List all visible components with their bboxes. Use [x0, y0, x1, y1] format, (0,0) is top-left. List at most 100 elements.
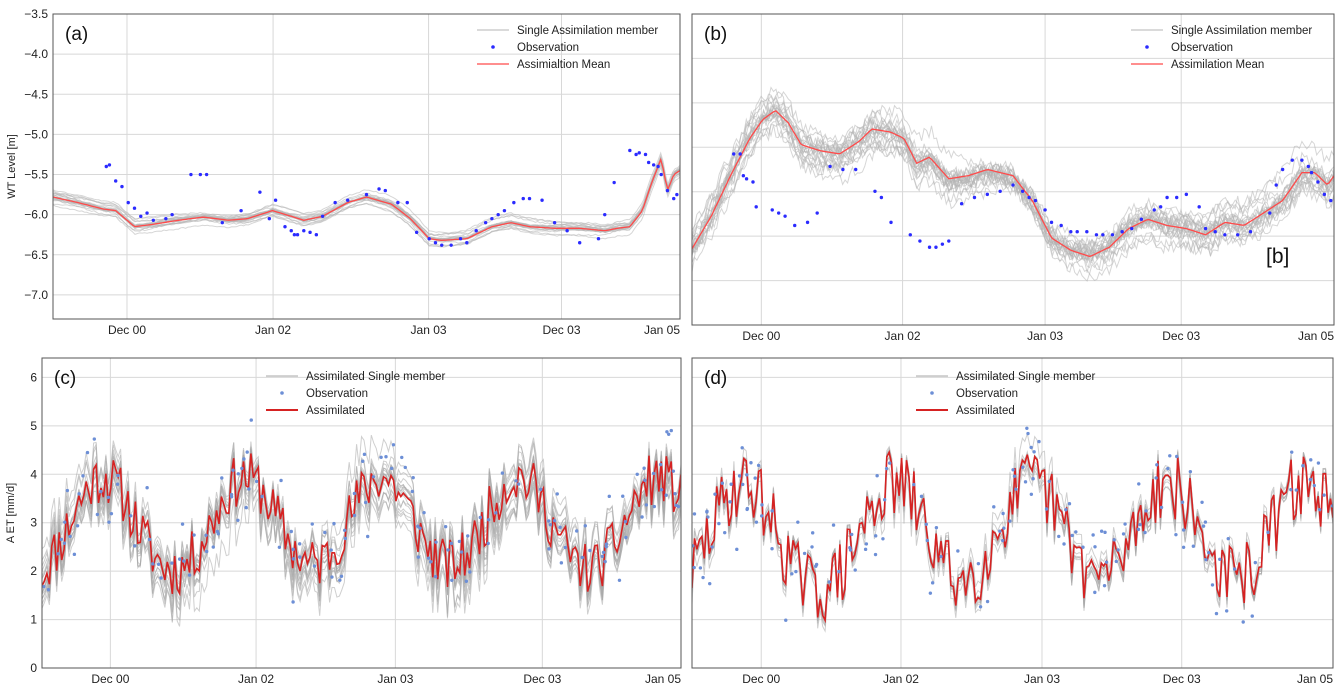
- observation-point: [760, 514, 764, 518]
- observation-point: [1081, 545, 1085, 549]
- legend-label: Observation: [956, 388, 1018, 400]
- observation-point: [364, 192, 369, 197]
- panel-label: (a): [65, 24, 88, 45]
- observation-point: [384, 455, 388, 459]
- observation-point: [145, 486, 149, 490]
- panel-c: Dec 00 Jan 02 Jan 03 Dec 03 Jan 05 0 1 2 3 4 5 6 A E…: [5, 357, 682, 686]
- observation-point: [147, 537, 152, 542]
- axes-frame: [691, 13, 1335, 326]
- observation-point: [713, 492, 717, 496]
- observation-point: [873, 552, 878, 557]
- observation-point: [828, 164, 832, 169]
- observation-point: [749, 461, 753, 465]
- observation-point: [1224, 609, 1229, 613]
- x-tick-label: Jan 05: [1297, 672, 1333, 686]
- observation-point: [740, 446, 744, 450]
- observation-point: [1306, 164, 1311, 169]
- observation-point: [1204, 558, 1208, 562]
- x-tick-label: Jan 02: [885, 329, 921, 343]
- observation-point: [692, 544, 695, 548]
- axes-frame: [41, 357, 682, 669]
- observation-point: [624, 535, 628, 540]
- observation-point: [1029, 445, 1033, 450]
- observation-point: [245, 450, 249, 454]
- observation-point: [596, 237, 601, 241]
- observation-point: [342, 528, 347, 533]
- legend-label: Observation: [517, 42, 579, 54]
- plot-area: [53, 14, 680, 319]
- observation-point: [283, 224, 287, 229]
- observation-point: [1188, 469, 1193, 474]
- observation-point: [1000, 538, 1005, 543]
- observation-point: [106, 495, 111, 500]
- observation-point: [770, 546, 774, 551]
- observation-point: [675, 192, 679, 197]
- observation-point: [744, 177, 749, 181]
- observation-point: [514, 479, 518, 483]
- observation-point: [236, 472, 241, 476]
- observation-point: [338, 578, 342, 582]
- observation-point: [156, 562, 161, 566]
- panel-label: (d): [704, 368, 727, 389]
- observation-point: [1059, 223, 1063, 228]
- observation-point: [810, 531, 815, 535]
- observation-point: [516, 482, 521, 486]
- legend: Single Assimilation member Observation Ass…: [477, 25, 658, 71]
- observation-point: [1301, 464, 1305, 468]
- observation-point: [1290, 450, 1294, 454]
- observation-point: [379, 455, 383, 459]
- observation-point: [848, 548, 853, 552]
- observation-point: [850, 532, 854, 537]
- observation-point: [873, 189, 877, 193]
- observation-point: [760, 503, 764, 507]
- observation-point: [538, 487, 543, 492]
- panel-label: (c): [54, 368, 76, 389]
- observation-point: [446, 548, 450, 552]
- observation-point: [418, 526, 422, 530]
- observation-point: [776, 211, 781, 215]
- legend-label: Assimilated: [306, 405, 365, 417]
- observation-point: [1191, 544, 1196, 548]
- observation-point: [180, 522, 185, 526]
- observation-point: [1226, 536, 1230, 541]
- observation-point: [1123, 522, 1127, 526]
- observation-point: [68, 534, 72, 539]
- observation-point: [745, 473, 749, 477]
- observation-point: [1112, 538, 1116, 542]
- observation-point: [1110, 233, 1115, 237]
- observation-point: [729, 482, 733, 486]
- observation-point: [279, 478, 283, 483]
- observation-point: [1029, 492, 1034, 496]
- observation-point: [664, 493, 668, 497]
- observation-point: [1011, 183, 1015, 187]
- observation-point: [676, 504, 681, 509]
- observation-point: [242, 457, 246, 461]
- y-tick-label: −6.0: [24, 208, 48, 222]
- observation-point: [1322, 192, 1327, 197]
- observation-point: [793, 223, 797, 228]
- observation-point: [396, 200, 400, 205]
- y-tick-label: −4.5: [24, 87, 48, 101]
- observation-point: [1014, 487, 1018, 491]
- observation-point: [959, 202, 964, 206]
- observation-point: [458, 237, 463, 241]
- observation-point: [1154, 476, 1158, 480]
- observation-point: [864, 542, 869, 546]
- observation-point: [753, 476, 757, 480]
- observation-point: [333, 200, 337, 205]
- observation-point: [164, 216, 168, 221]
- observation-point: [1023, 480, 1028, 484]
- observation-point: [1067, 501, 1072, 506]
- observation-point: [1266, 530, 1270, 535]
- observation-point: [1312, 483, 1316, 488]
- observation-point: [204, 172, 209, 177]
- y-tick-label: −6.5: [24, 248, 48, 262]
- observation-point: [65, 488, 70, 493]
- observation-point: [1213, 230, 1217, 234]
- observation-point: [701, 575, 705, 580]
- observation-point: [494, 511, 498, 515]
- observation-point: [628, 148, 632, 153]
- observation-point: [1159, 505, 1164, 510]
- y-tick-label: 5: [30, 419, 37, 433]
- observation-point: [992, 505, 996, 509]
